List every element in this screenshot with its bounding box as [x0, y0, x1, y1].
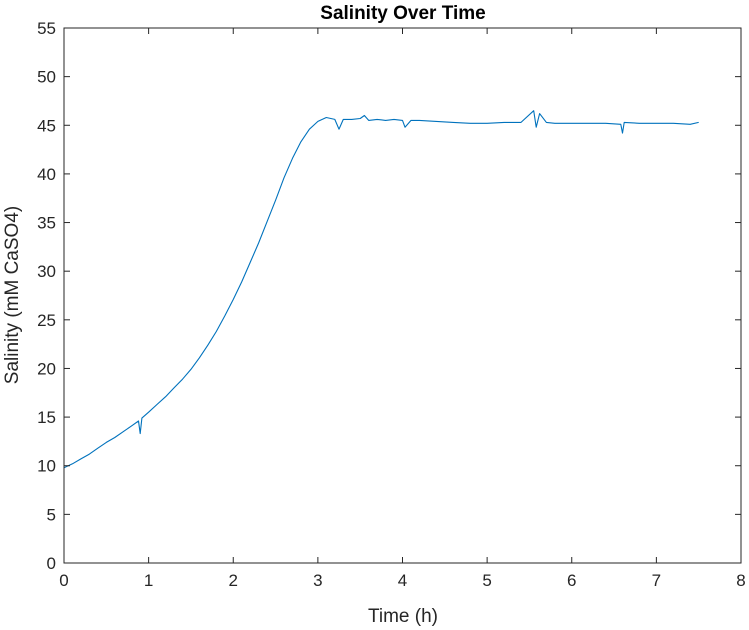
x-tick-label: 3 [313, 571, 322, 590]
x-tick-label: 7 [652, 571, 661, 590]
x-tick-label: 4 [398, 571, 407, 590]
y-tick-label: 45 [37, 116, 56, 135]
x-tick-label: 0 [59, 571, 68, 590]
x-tick-label: 5 [482, 571, 491, 590]
y-tick-label: 30 [37, 262, 56, 281]
chart-title: Salinity Over Time [320, 3, 485, 24]
y-axis-title: Salinity (mM CaSO4) [2, 206, 23, 384]
y-tick-label: 10 [37, 457, 56, 476]
x-axis-title: Time (h) [368, 606, 438, 627]
y-tick-label: 40 [37, 165, 56, 184]
y-tick-label: 15 [37, 408, 56, 427]
y-tick-label: 0 [47, 554, 56, 573]
y-tick-label: 25 [37, 311, 56, 330]
x-axis: 0 1 2 3 4 5 6 7 8 [59, 28, 746, 590]
x-tick-label: 6 [567, 571, 576, 590]
x-tick-label: 8 [736, 571, 745, 590]
x-tick-label: 2 [229, 571, 238, 590]
salinity-series-line [63, 110, 699, 469]
x-tick-label: 1 [144, 571, 153, 590]
y-axis: 0 5 10 15 20 25 30 35 40 45 50 55 [37, 19, 741, 573]
y-tick-label: 5 [47, 505, 56, 524]
y-tick-label: 50 [37, 68, 56, 87]
series-group [63, 110, 699, 469]
y-tick-label: 55 [37, 19, 56, 38]
y-tick-label: 35 [37, 214, 56, 233]
y-tick-label: 20 [37, 359, 56, 378]
